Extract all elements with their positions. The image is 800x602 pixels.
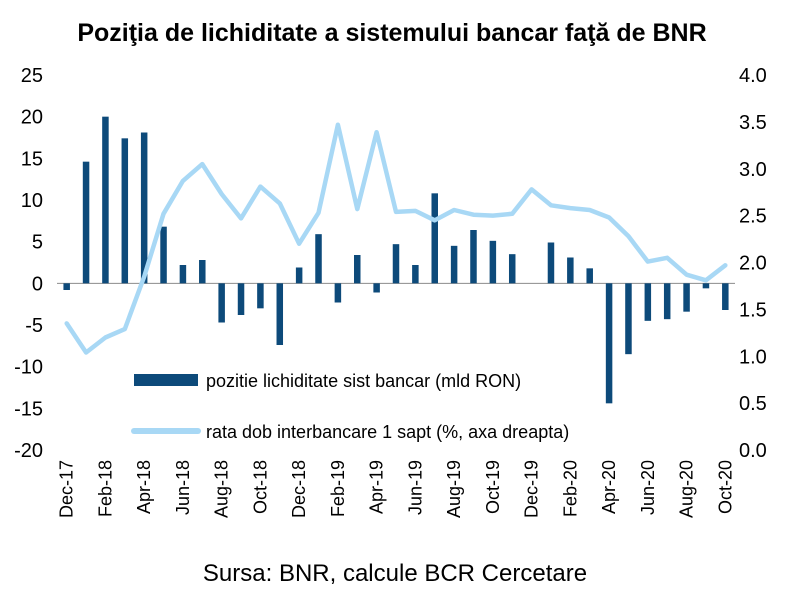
x-tick-label: Apr-19	[367, 460, 387, 514]
bar-mark	[315, 234, 322, 284]
y-left-tick-label: 25	[21, 65, 43, 87]
plot-area: 25 20 15 10 5 0 -5 -10 -15 -20 4.0 3.5 3.0 2.5 2.0 1.5 1…	[14, 65, 767, 518]
bar-mark	[489, 240, 497, 284]
x-tick-label: Jun-18	[173, 460, 193, 515]
legend-label-bar: pozitie lichiditate sist bancar (mld RON…	[206, 371, 521, 391]
bar-mark	[160, 226, 167, 284]
bar-mark	[392, 244, 400, 284]
bar-mark	[663, 283, 671, 320]
bar-mark	[567, 257, 574, 284]
bar-mark	[63, 283, 70, 290]
bar-mark	[295, 267, 303, 284]
x-tick-label: Oct-18	[250, 460, 270, 514]
y-right-tick-label: 2.5	[739, 206, 767, 228]
y-right-tick-label: 0.0	[739, 440, 767, 462]
bar-mark	[82, 161, 90, 284]
bar-mark	[722, 283, 729, 310]
x-tick-label: Feb-20	[560, 460, 580, 517]
bar-mark	[373, 283, 380, 293]
bar-mark	[334, 283, 342, 303]
y-left-tick-label: 20	[21, 107, 43, 129]
x-tick-label: Dec-17	[57, 460, 77, 518]
y-right-tick-label: 0.5	[739, 393, 767, 415]
y-right-tick-label: 3.5	[739, 112, 767, 134]
bar-mark	[508, 254, 516, 284]
bar-mark	[683, 283, 690, 312]
bar-mark	[276, 283, 284, 345]
bar-mark	[450, 245, 458, 284]
y-right-tick-label: 1.0	[739, 346, 767, 368]
legend-swatch-bar	[134, 374, 198, 386]
x-tick-label: Oct-19	[483, 460, 503, 514]
bar-mark	[179, 265, 187, 284]
y-left-tick-label: -20	[14, 440, 43, 462]
x-tick-label: Dec-19	[522, 460, 542, 518]
chart-title: Poziţia de lichiditate a sistemului banc…	[77, 19, 706, 47]
bar-mark	[547, 242, 555, 284]
bar-mark	[199, 260, 206, 284]
y-left-tick-label: -10	[14, 357, 43, 379]
bar-mark	[605, 283, 613, 404]
legend: pozitie lichiditate sist bancar (mld RON…	[131, 371, 569, 442]
x-tick-label: Feb-19	[328, 460, 348, 517]
legend-label-line: rata dob interbancare 1 sapt (%, axa dre…	[206, 422, 569, 442]
x-tick-label: Apr-18	[134, 460, 154, 514]
y-left-tick-label: 10	[21, 190, 43, 212]
bar-mark	[625, 283, 632, 355]
y-right-tick-label: 2.0	[739, 253, 767, 275]
bar-mark	[121, 138, 129, 284]
bar-mark	[470, 230, 477, 284]
x-tick-label: Aug-19	[444, 460, 464, 518]
y-left-tick-label: 15	[21, 148, 43, 170]
bar-mark	[702, 283, 710, 289]
x-tick-label: Dec-18	[289, 460, 309, 518]
bar-mark	[412, 265, 419, 284]
y-right-tick-label: 3.0	[739, 159, 767, 181]
x-tick-label: Aug-18	[212, 460, 232, 518]
y-right-tick-label: 1.5	[739, 299, 767, 321]
bar-mark	[354, 255, 361, 284]
rate-line	[64, 122, 728, 355]
bar-mark	[237, 283, 245, 315]
y-right-tick-label: 4.0	[739, 65, 767, 87]
source-note: Sursa: BNR, calcule BCR Cercetare	[203, 560, 587, 587]
bar-mark	[218, 283, 225, 323]
bar-mark	[257, 283, 264, 309]
bar-mark	[586, 268, 593, 284]
y-left-tick-label: 5	[32, 232, 43, 254]
y-left-tick-label: -15	[14, 398, 43, 420]
x-tick-label: Apr-20	[599, 460, 619, 514]
x-tick-label: Oct-20	[715, 460, 735, 514]
x-tick-label: Feb-18	[95, 460, 115, 517]
bar-mark	[431, 193, 438, 284]
x-tick-label: Jun-20	[638, 460, 658, 515]
bar-mark	[644, 283, 652, 321]
bar-mark	[140, 132, 148, 284]
bar-mark	[102, 116, 109, 284]
x-tick-label: Aug-20	[677, 460, 697, 518]
x-tick-label: Jun-19	[405, 460, 425, 515]
y-left-tick-label: 0	[32, 273, 43, 295]
y-left-tick-label: -5	[25, 315, 43, 337]
